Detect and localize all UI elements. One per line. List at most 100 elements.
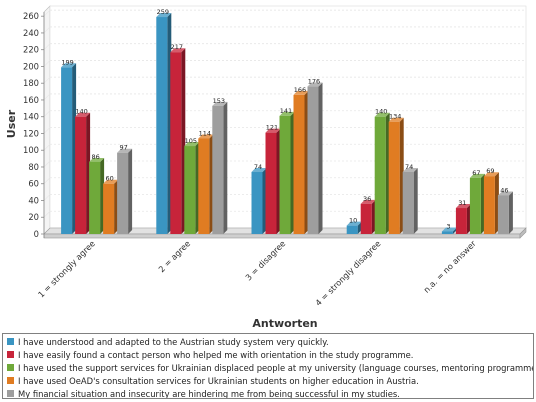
legend-label: I have understood and adapted to the Aus… xyxy=(18,336,329,347)
bar-value-label: 217 xyxy=(171,43,183,51)
legend-label: My financial situation and insecurity ar… xyxy=(18,388,400,399)
y-tick-label: 60 xyxy=(28,179,39,189)
bar-chart: 0 20 40 60 80 100 120 140 160 180 200 220 240 260 1 = … xyxy=(5,5,527,330)
bar-top xyxy=(103,179,119,184)
bar-front xyxy=(388,121,400,234)
legend-swatch xyxy=(7,338,14,345)
bar-value-label: 153 xyxy=(213,97,225,105)
x-tick-label: 1 = strongly agree xyxy=(36,238,97,299)
bar-top xyxy=(469,173,485,178)
x-tick-label: 3 = disagree xyxy=(243,238,287,282)
bar xyxy=(117,148,133,234)
bar xyxy=(212,101,228,234)
grid-line-side xyxy=(43,93,51,101)
bar-front xyxy=(265,132,277,234)
bar-front xyxy=(156,17,168,235)
bar-top xyxy=(117,148,133,153)
y-tick-label: 20 xyxy=(28,212,39,222)
x-axis-title: Antworten xyxy=(252,317,317,330)
bar-side xyxy=(413,168,418,234)
floor-front xyxy=(43,233,521,239)
grid-line-side xyxy=(43,60,51,67)
bar-value-label: 140 xyxy=(375,108,387,116)
grid-line-side xyxy=(43,177,51,184)
legend-item[interactable]: I have easily found a contact person who… xyxy=(7,348,533,361)
bar-top xyxy=(156,13,172,18)
bar-top xyxy=(279,111,295,116)
legend-label: I have used the support services for Ukr… xyxy=(18,362,534,373)
bar-front xyxy=(497,195,509,234)
bar xyxy=(293,90,309,234)
bar-value-label: 134 xyxy=(389,113,401,121)
y-tick-label: 220 xyxy=(23,45,39,55)
bar-value-label: 60 xyxy=(105,175,113,183)
bar-front xyxy=(103,183,115,234)
bar-front xyxy=(198,138,210,234)
bar xyxy=(497,191,513,234)
bar-side xyxy=(508,191,513,234)
legend-item[interactable]: I have used OeAD's consultation services… xyxy=(7,374,533,387)
bar-top xyxy=(497,191,513,196)
bar xyxy=(61,63,77,235)
bar-top xyxy=(75,112,91,117)
bar-top xyxy=(251,168,267,173)
bar-value-label: 259 xyxy=(157,8,169,16)
bar-front xyxy=(374,116,386,234)
bar-value-label: 140 xyxy=(75,108,87,116)
legend-label: I have easily found a contact person who… xyxy=(18,349,414,360)
bar-value-label: 199 xyxy=(61,58,73,66)
bar-front xyxy=(279,115,291,234)
bar-front xyxy=(346,225,358,234)
bar xyxy=(198,134,214,234)
bar-front xyxy=(483,176,495,234)
bar xyxy=(251,168,267,234)
bar-front xyxy=(117,152,129,234)
bar xyxy=(455,204,471,234)
bar-front xyxy=(184,146,196,234)
grid-line-side xyxy=(43,194,51,201)
x-tick-label: n.a. = no answer xyxy=(421,238,478,295)
legend-item[interactable]: I have understood and adapted to the Aus… xyxy=(7,335,533,348)
legend-swatch xyxy=(7,364,14,371)
bar-top xyxy=(402,168,418,173)
y-tick-label: 180 xyxy=(23,78,39,88)
bar-value-label: 31 xyxy=(458,199,466,207)
grid-line-side xyxy=(43,110,51,117)
bar xyxy=(388,117,404,234)
bar-front xyxy=(360,203,372,234)
x-tick-label: 2 = agree xyxy=(156,238,192,274)
bar-front xyxy=(402,172,414,234)
bar-value-label: 74 xyxy=(254,163,262,171)
bar xyxy=(307,82,323,234)
bar-top xyxy=(388,117,404,122)
grid-line-side xyxy=(43,9,51,17)
bar-front xyxy=(170,52,182,234)
bar xyxy=(170,48,186,234)
grid-line-side xyxy=(43,43,51,50)
bar-value-label: 114 xyxy=(199,129,211,137)
grid-line-side xyxy=(43,211,51,218)
bar xyxy=(360,199,376,234)
bar-side xyxy=(128,148,133,234)
legend-item[interactable]: I have used the support services for Ukr… xyxy=(7,361,533,374)
bar-top xyxy=(170,48,186,53)
bar-top xyxy=(346,221,362,226)
y-tick-label: 140 xyxy=(23,112,39,122)
y-tick-label: 260 xyxy=(23,11,39,21)
legend-item[interactable]: My financial situation and insecurity ar… xyxy=(7,387,533,399)
bar xyxy=(184,142,200,234)
grid-line-side xyxy=(43,127,51,134)
bar-top xyxy=(89,157,105,162)
bar xyxy=(346,221,362,234)
bar-value-label: 67 xyxy=(472,169,480,177)
bar-front xyxy=(469,177,481,234)
bar xyxy=(469,173,485,234)
bar-top xyxy=(293,90,309,95)
bar-top xyxy=(307,82,323,87)
bar-value-label: 166 xyxy=(294,86,306,94)
grid-line-side xyxy=(43,144,51,151)
bar-value-label: 121 xyxy=(266,124,278,132)
bar-top xyxy=(265,128,281,133)
y-tick-label: 40 xyxy=(28,195,39,205)
